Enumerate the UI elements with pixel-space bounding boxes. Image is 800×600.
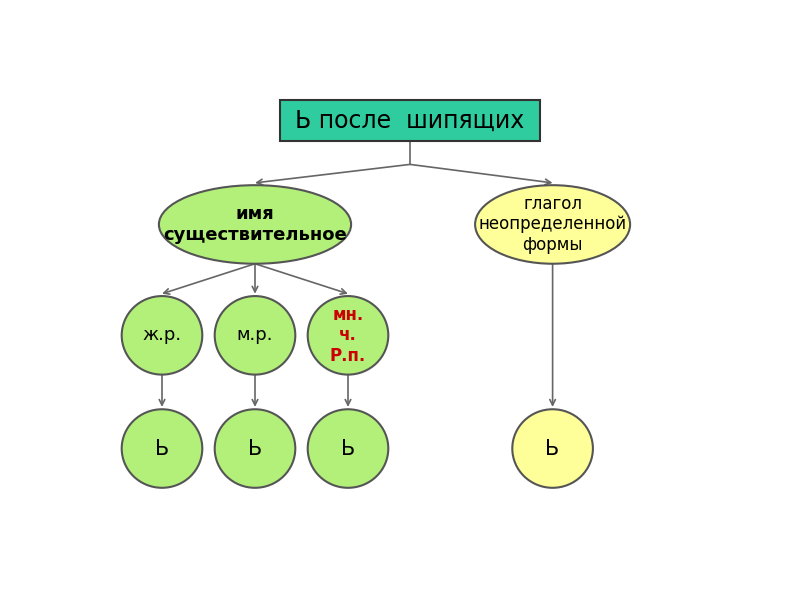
Ellipse shape — [214, 296, 295, 374]
Ellipse shape — [214, 409, 295, 488]
Ellipse shape — [308, 296, 388, 374]
Text: Ь: Ь — [546, 439, 560, 458]
Ellipse shape — [475, 185, 630, 264]
Text: имя
существительное: имя существительное — [163, 205, 347, 244]
Text: глагол
неопределенной
формы: глагол неопределенной формы — [478, 194, 626, 254]
Ellipse shape — [512, 409, 593, 488]
Text: м.р.: м.р. — [237, 326, 274, 344]
Text: Ь после  шипящих: Ь после шипящих — [295, 109, 525, 133]
Ellipse shape — [122, 409, 202, 488]
Text: Ь: Ь — [155, 439, 169, 458]
FancyBboxPatch shape — [280, 100, 540, 141]
Ellipse shape — [159, 185, 351, 264]
Text: ж.р.: ж.р. — [142, 326, 182, 344]
Text: Ь: Ь — [248, 439, 262, 458]
Ellipse shape — [122, 296, 202, 374]
Text: Ь: Ь — [341, 439, 355, 458]
Text: мн.
ч.
Р.п.: мн. ч. Р.п. — [330, 305, 366, 365]
Ellipse shape — [308, 409, 388, 488]
